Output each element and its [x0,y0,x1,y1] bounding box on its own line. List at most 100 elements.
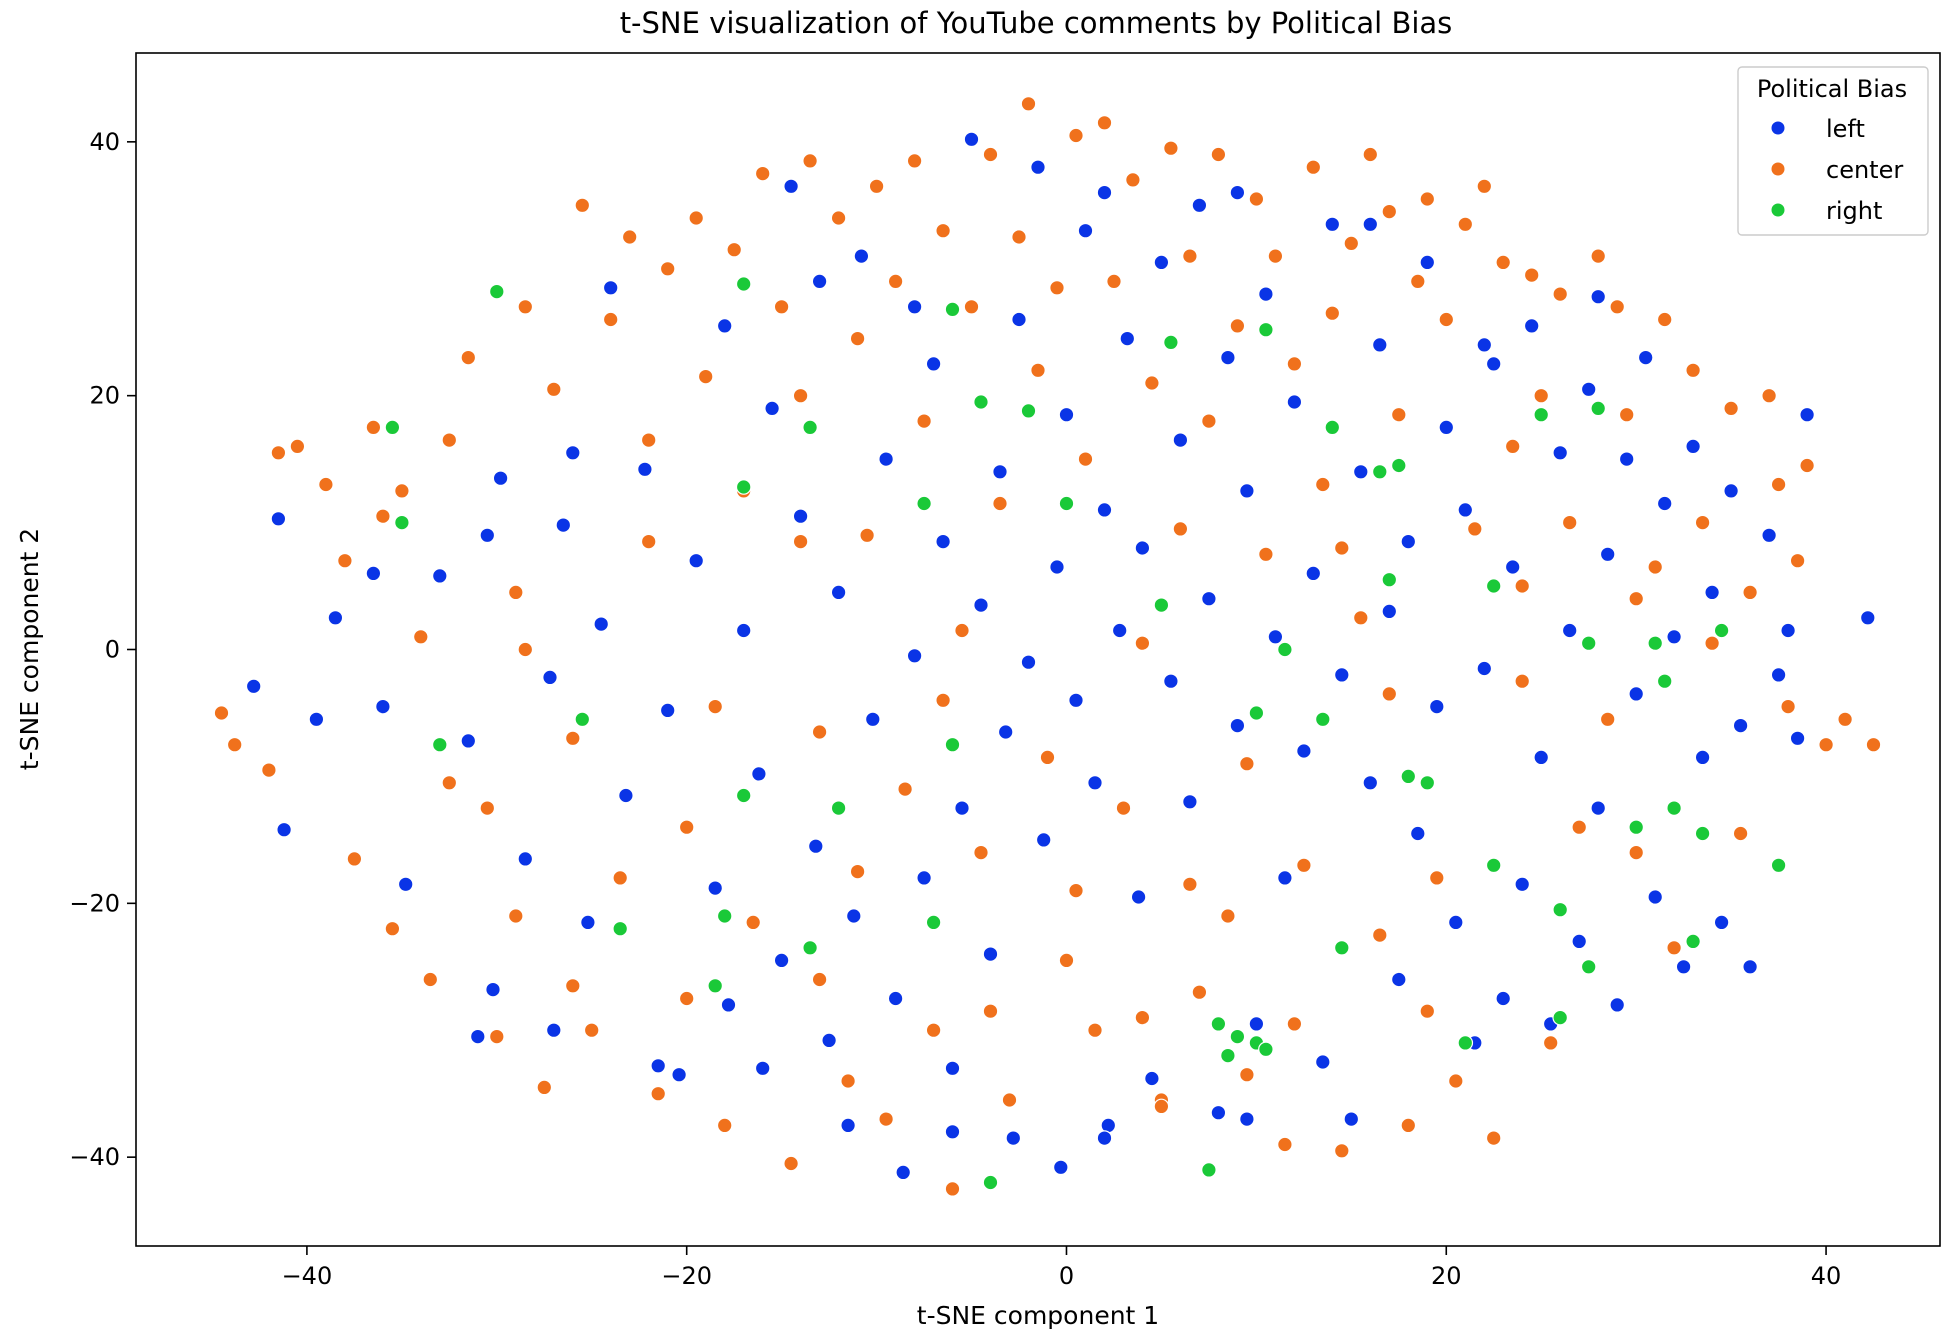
point-center-136 [1761,387,1777,404]
point-center-7 [346,851,363,867]
point-left-16 [637,461,653,478]
point-left-21 [720,997,737,1013]
point-center-41 [802,153,818,169]
point-center-78 [1163,140,1179,156]
point-right-27 [1647,635,1663,651]
point-left-76 [1248,1016,1265,1032]
point-left-95 [1429,698,1445,715]
point-right-48 [1220,1047,1236,1064]
point-left-91 [1391,971,1407,988]
point-left-59 [1096,502,1113,518]
point-left-41 [944,1060,961,1077]
point-right-49 [1457,1035,1474,1051]
point-right-8 [1324,419,1341,436]
point-center-71 [1096,115,1113,131]
point-right-21 [944,736,961,753]
point-left-44 [973,597,989,613]
point-center-154 [517,641,534,658]
y-tick-label-0: −40 [69,1143,120,1171]
legend-label-right: right [1826,197,1882,225]
point-center-132 [1704,635,1720,651]
point-center-161 [792,533,809,550]
point-right-32 [1770,857,1787,874]
point-right-12 [735,479,752,495]
point-left-57 [1077,222,1094,239]
point-right-53 [1381,571,1398,588]
point-center-102 [1391,406,1407,423]
point-center-13 [441,432,458,448]
point-center-8 [365,419,382,436]
point-left-80 [1286,394,1303,410]
point-left-150 [1229,184,1246,201]
legend-title: Political Bias [1757,75,1907,103]
point-left-155 [479,527,496,544]
point-left-137 [469,1028,486,1045]
point-center-107 [1438,311,1455,328]
point-center-16 [488,1028,505,1045]
point-left-109 [1561,622,1578,639]
point-center-89 [1267,248,1284,264]
point-center-81 [1191,984,1208,1000]
point-center-130 [1685,362,1701,379]
point-left-66 [1153,254,1170,271]
point-left-70 [1191,197,1208,214]
point-center-129 [1666,939,1682,956]
point-left-153 [1590,288,1606,305]
point-left-38 [916,870,932,886]
point-center-122 [1590,248,1606,264]
point-right-47 [1258,1041,1274,1058]
point-left-77 [1258,286,1274,302]
point-center-4 [289,438,306,455]
point-center-0 [213,705,230,721]
point-left-31 [845,908,862,924]
point-left-65 [1144,1070,1160,1087]
point-center-147 [678,990,695,1007]
point-center-48 [878,1111,894,1127]
point-center-75 [1134,1009,1151,1026]
point-left-106 [1533,749,1549,766]
point-center-123 [1599,711,1616,728]
point-center-61 [1001,1092,1018,1108]
point-left-52 [1035,832,1052,848]
point-center-140 [1799,457,1815,474]
point-center-139 [1789,552,1806,569]
point-center-164 [1381,686,1398,702]
point-right-37 [925,914,942,931]
point-left-97 [1448,914,1464,931]
point-center-72 [1106,273,1122,290]
point-left-74 [1229,717,1246,734]
point-center-69 [1077,451,1094,467]
point-left-92 [1400,533,1417,550]
legend-label-left: left [1826,115,1865,143]
point-left-42 [954,800,970,816]
point-center-22 [574,197,591,214]
point-center-21 [564,730,581,747]
point-left-50 [1020,654,1037,670]
point-center-128 [1656,311,1673,328]
point-center-33 [716,1117,733,1134]
point-center-68 [1068,127,1084,144]
point-center-43 [830,210,847,226]
point-right-14 [1058,495,1075,512]
point-left-139 [650,1058,666,1074]
point-left-93 [1410,825,1426,842]
point-center-124 [1609,298,1625,315]
point-left-119 [1656,495,1673,512]
point-left-104 [1514,876,1530,893]
point-center-54 [935,222,951,239]
point-center-23 [583,1022,600,1038]
point-center-3 [270,444,287,461]
point-center-106 [1429,870,1445,886]
y-tick-label-2: 0 [105,636,120,664]
point-left-108 [1552,444,1568,461]
point-center-125 [1618,406,1635,423]
point-left-49 [1011,311,1027,328]
point-right-43 [1552,1009,1568,1026]
point-left-10 [517,851,534,867]
point-center-1 [226,736,243,753]
point-right-57 [384,419,401,436]
point-left-154 [564,444,581,461]
point-left-101 [1485,356,1502,372]
point-center-104 [1410,273,1426,290]
point-left-36 [895,1164,911,1181]
